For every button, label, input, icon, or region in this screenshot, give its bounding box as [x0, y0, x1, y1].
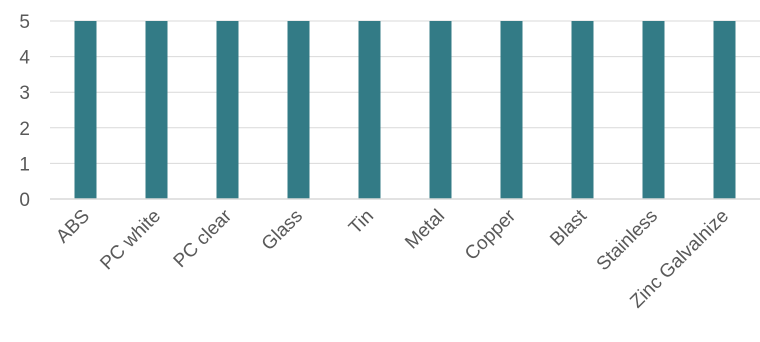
- bar-zinc-galvalnize: [713, 21, 736, 199]
- gridlines: [50, 20, 760, 164]
- bar-glass: [287, 21, 310, 199]
- bar-blast: [571, 21, 594, 199]
- bars: [74, 21, 736, 199]
- bar-stainless: [642, 21, 665, 199]
- x-tick-label: Tin: [345, 206, 378, 239]
- y-tick-label: 4: [19, 48, 30, 69]
- x-tick-label: PC clear: [170, 205, 237, 272]
- y-tick-label: 5: [19, 12, 30, 33]
- x-tick-label: Copper: [461, 205, 520, 264]
- x-tick-label: ABS: [52, 206, 94, 248]
- bar-tin: [358, 21, 381, 199]
- x-axis-tick-labels: ABS PC white PC clear Glass Tin Metal Copper Bl…: [52, 205, 733, 312]
- bar-pc-white: [145, 21, 168, 199]
- y-tick-label: 2: [19, 119, 30, 140]
- y-axis-tick-labels: 0 1 2 3 4 5: [19, 12, 30, 211]
- bar-metal: [429, 21, 452, 199]
- x-tick-label: PC white: [96, 206, 165, 275]
- bar-abs: [74, 21, 97, 199]
- x-tick-label: Blast: [546, 205, 591, 250]
- x-tick-label: Glass: [258, 206, 307, 255]
- x-tick-label: Metal: [401, 206, 449, 254]
- y-tick-label: 3: [19, 83, 30, 104]
- bar-pc-clear: [216, 21, 239, 199]
- x-tick-label: Stainless: [593, 206, 662, 275]
- y-tick-label: 1: [19, 154, 30, 175]
- bar-copper: [500, 21, 523, 199]
- y-tick-label: 0: [19, 190, 30, 211]
